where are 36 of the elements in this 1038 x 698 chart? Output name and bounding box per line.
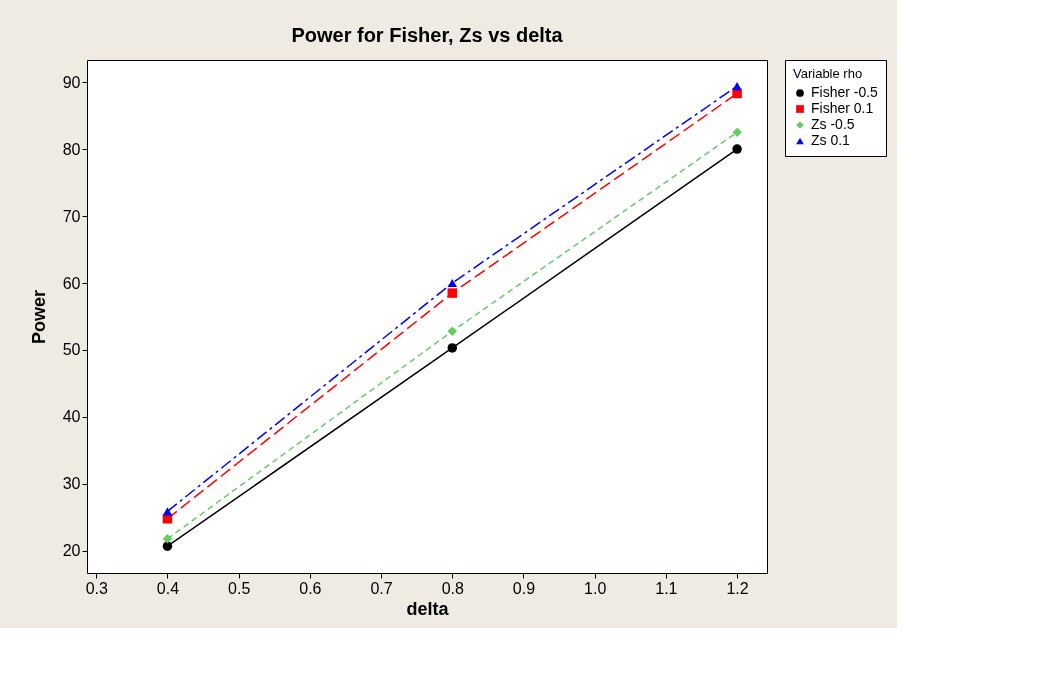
legend-title: Variable rho: [793, 66, 863, 81]
x-tick-label: 0.6: [299, 579, 322, 597]
y-tick-label: 20: [62, 542, 81, 560]
point: [162, 507, 173, 516]
point: [447, 278, 458, 288]
point: [162, 534, 173, 544]
y-tick-label: 70: [62, 207, 81, 225]
x-tick-label: 0.8: [441, 579, 464, 597]
y-tick-label: 80: [62, 140, 81, 158]
point: [732, 144, 742, 154]
legend-label: Fisher -0.5: [811, 84, 879, 100]
y-tick-label: 50: [62, 341, 81, 359]
chart-title: Power for Fisher, Zs vs delta: [291, 23, 564, 46]
x-tick-label: 1.0: [584, 579, 607, 597]
x-tick-label: 0.9: [512, 579, 536, 597]
point: [732, 82, 742, 91]
legend-label: Zs 0.1: [811, 132, 851, 148]
x-tick-label: 0.4: [156, 579, 180, 597]
y-axis-title: Power: [28, 289, 49, 345]
point: [732, 127, 742, 138]
point: [447, 288, 458, 298]
point: [732, 88, 742, 99]
y-tick-label: 90: [62, 73, 81, 91]
y-tick-label: 60: [62, 274, 81, 292]
y-tick-label: 30: [62, 475, 81, 493]
y-tick-label: 40: [62, 408, 81, 426]
legend-label: Zs -0.5: [811, 116, 855, 132]
x-tick-label: 0.5: [228, 579, 251, 597]
x-tick-label: 0.7: [370, 579, 393, 597]
x-tick-label: 0.3: [85, 579, 108, 597]
legend-label: Fisher 0.1: [811, 100, 874, 116]
x-tick-label: 1.2: [726, 579, 749, 597]
point: [447, 343, 458, 353]
x-axis-title: delta: [406, 598, 450, 619]
x-tick-label: 1.1: [655, 579, 678, 597]
point: [447, 326, 458, 336]
